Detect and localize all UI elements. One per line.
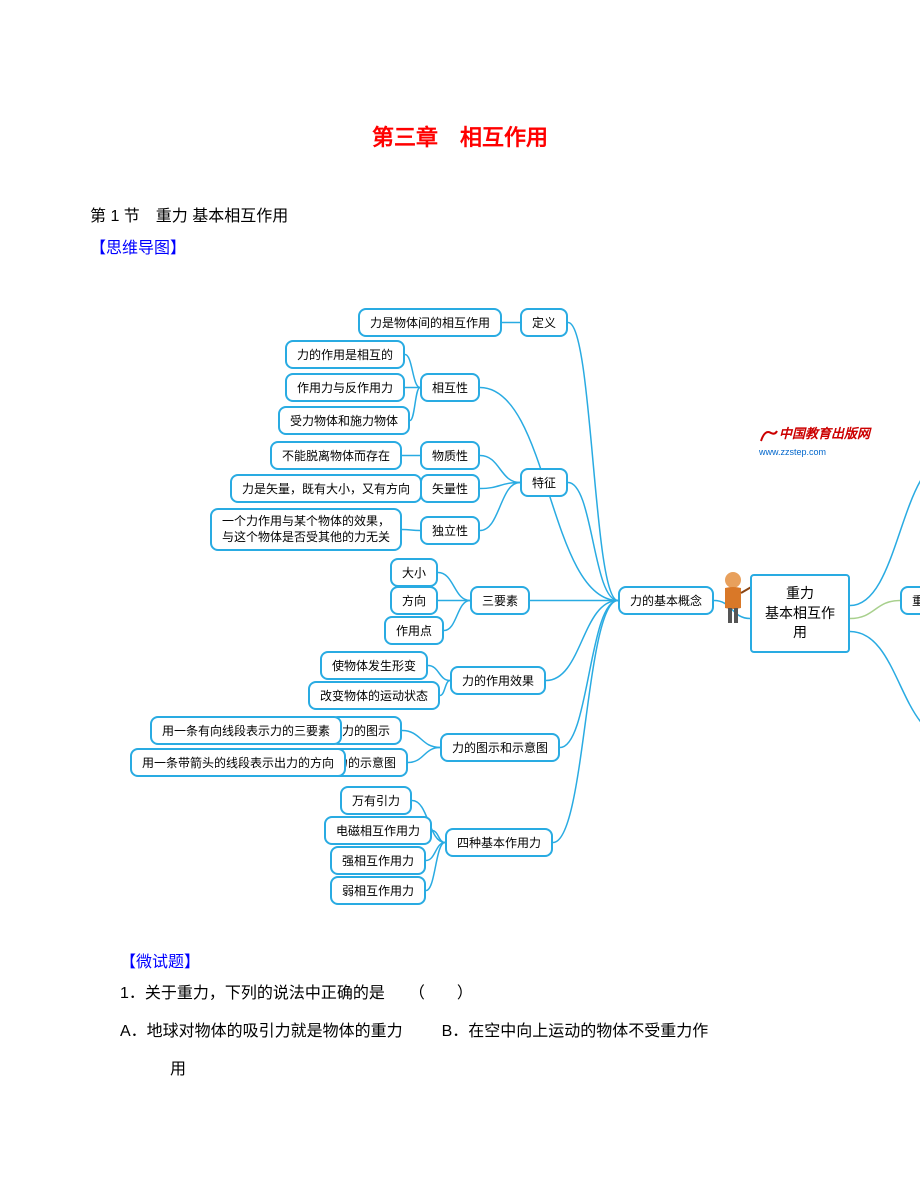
mindmap-node: 力是物体间的相互作用: [358, 308, 502, 337]
mindmap-node: 用一条带箭头的线段表示出力的方向: [130, 748, 346, 777]
option-b-cont: 用: [170, 1054, 830, 1086]
mindmap-node: 大小: [390, 558, 438, 587]
test-label: 【微试题】: [120, 948, 830, 972]
mindmap-node: 一个力作用与某个物体的效果，与这个物体是否受其他的力无关: [210, 508, 402, 551]
mindmap-label: 【思维导图】: [90, 234, 830, 258]
mindmap-node: 强相互作用力: [330, 846, 426, 875]
mindmap-node: 作用点: [384, 616, 444, 645]
mindmap-node: 不能脱离物体而存在: [270, 441, 402, 470]
mindmap-diagram: 重力 基本相互作用 中国教育出版网 www.zzstep.com 力的基本概念重…: [30, 258, 850, 938]
chapter-title: 第三章 相互作用: [90, 120, 830, 152]
mindmap-node: 电磁相互作用力: [324, 816, 432, 845]
mindmap-root: 重力 基本相互作用: [750, 574, 850, 653]
logo-url: www.zzstep.com: [759, 447, 826, 457]
mindmap-node: 力的作用效果: [450, 666, 546, 695]
mindmap-node: 独立性: [420, 516, 480, 545]
mindmap-node: 作用力与反作用力: [285, 373, 405, 402]
question-options: A．地球对物体的吸引力就是物体的重力 B．在空中向上运动的物体不受重力作: [120, 1016, 830, 1048]
mindmap-node: 受力物体和施力物体: [278, 406, 410, 435]
mindmap-node: 相互性: [420, 373, 480, 402]
mindmap-node: 用一条有向线段表示力的三要素: [150, 716, 342, 745]
mindmap-node: 力的作用是相互的: [285, 340, 405, 369]
logo-text: 中国教育出版网: [779, 426, 870, 441]
mindmap-node: 力是矢量，既有大小，又有方向: [230, 474, 422, 503]
root-line2: 基本相互作用: [764, 604, 836, 643]
mindmap-node: 定义: [520, 308, 568, 337]
site-logo: 中国教育出版网 www.zzstep.com: [759, 423, 870, 458]
mindmap-node: 改变物体的运动状态: [308, 681, 440, 710]
mindmap-node: 万有引力: [340, 786, 412, 815]
mindmap-node: 力的基本概念: [618, 586, 714, 615]
root-line1: 重力: [764, 584, 836, 604]
mindmap-node: 力的图示和示意图: [440, 733, 560, 762]
question-stem: 1．关于重力，下列的说法中正确的是 （ ）: [120, 978, 830, 1010]
mindmap-node: 四种基本作用力: [445, 828, 553, 857]
mindmap-node: 物质性: [420, 441, 480, 470]
mindmap-node: 重力: [900, 586, 920, 615]
section-title: 第 1 节 重力 基本相互作用: [90, 202, 830, 226]
option-b: B．在空中向上运动的物体不受重力作: [442, 1023, 709, 1040]
mindmap-node: 使物体发生形变: [320, 651, 428, 680]
mindmap-node: 三要素: [470, 586, 530, 615]
mindmap-node: 矢量性: [420, 474, 480, 503]
mindmap-node: 弱相互作用力: [330, 876, 426, 905]
option-a: A．地球对物体的吸引力就是物体的重力: [120, 1023, 403, 1040]
mindmap-node: 方向: [390, 586, 438, 615]
mindmap-node: 特征: [520, 468, 568, 497]
